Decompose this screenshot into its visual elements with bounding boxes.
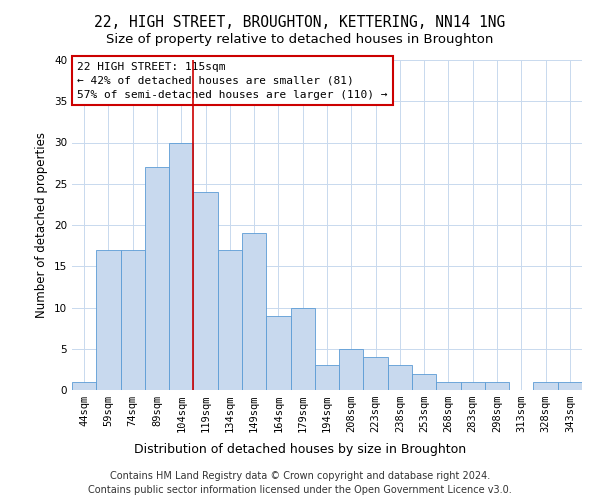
- Bar: [364, 357, 388, 390]
- Bar: [169, 142, 193, 390]
- Text: 22 HIGH STREET: 115sqm
← 42% of detached houses are smaller (81)
57% of semi-det: 22 HIGH STREET: 115sqm ← 42% of detached…: [77, 62, 388, 100]
- Bar: [388, 365, 412, 390]
- Bar: [485, 382, 509, 390]
- Y-axis label: Number of detached properties: Number of detached properties: [35, 132, 49, 318]
- Text: Contains HM Land Registry data © Crown copyright and database right 2024.
Contai: Contains HM Land Registry data © Crown c…: [88, 471, 512, 495]
- Bar: [266, 316, 290, 390]
- Bar: [461, 382, 485, 390]
- Bar: [412, 374, 436, 390]
- Bar: [558, 382, 582, 390]
- Bar: [290, 308, 315, 390]
- Bar: [121, 250, 145, 390]
- Bar: [315, 365, 339, 390]
- Text: 22, HIGH STREET, BROUGHTON, KETTERING, NN14 1NG: 22, HIGH STREET, BROUGHTON, KETTERING, N…: [94, 15, 506, 30]
- Bar: [193, 192, 218, 390]
- Bar: [242, 233, 266, 390]
- Text: Distribution of detached houses by size in Broughton: Distribution of detached houses by size …: [134, 442, 466, 456]
- Text: Size of property relative to detached houses in Broughton: Size of property relative to detached ho…: [106, 32, 494, 46]
- Bar: [218, 250, 242, 390]
- Bar: [533, 382, 558, 390]
- Bar: [145, 167, 169, 390]
- Bar: [96, 250, 121, 390]
- Bar: [436, 382, 461, 390]
- Bar: [72, 382, 96, 390]
- Bar: [339, 349, 364, 390]
